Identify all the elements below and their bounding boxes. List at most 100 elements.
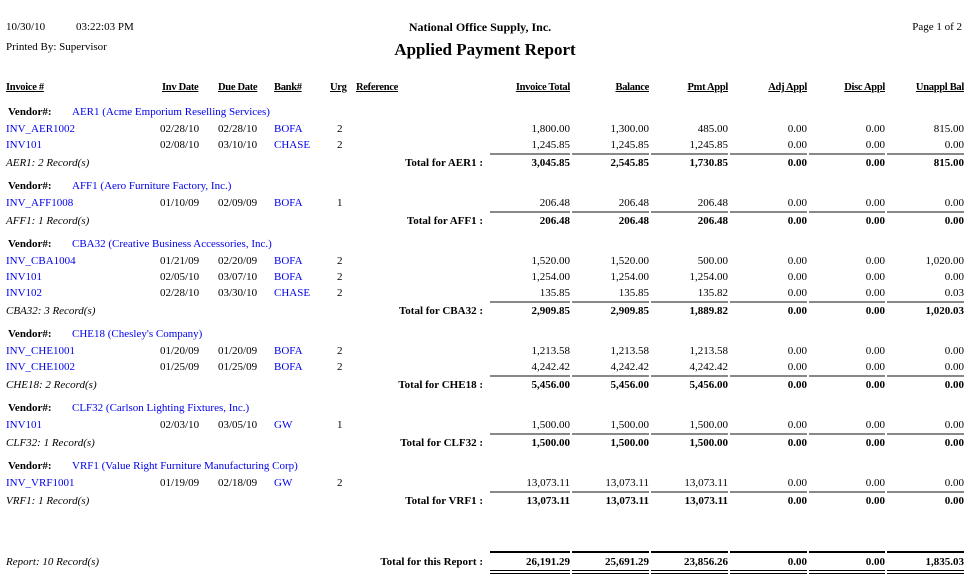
- print-date: 10/30/10: [6, 21, 46, 33]
- vendor-link[interactable]: AFF1 (Aero Furniture Factory, Inc.): [72, 180, 232, 192]
- amount-cell: 4,242.42: [610, 361, 650, 373]
- amount-cell: 1,500.00: [689, 419, 729, 431]
- invoice-link[interactable]: INV102: [6, 287, 43, 299]
- subtotal-rule: [490, 433, 570, 435]
- vendor-total-cell: 0.00: [944, 437, 964, 449]
- amount-cell: 1,245.85: [531, 139, 571, 151]
- vendor-total-label: Total for CBA32 :: [398, 305, 483, 317]
- invoice-link[interactable]: INV_AER1002: [6, 123, 76, 135]
- vendor-record-count: AER1: 2 Record(s): [6, 157, 90, 169]
- vendor-total-cell: 0.00: [865, 437, 885, 449]
- invoice-link[interactable]: INV_VRF1001: [6, 477, 75, 489]
- company-name: National Office Supply, Inc.: [408, 20, 552, 34]
- page-number: Page 1 of 2: [912, 21, 962, 33]
- amount-cell: 0.00: [944, 197, 964, 209]
- subtotal-rule: [887, 433, 964, 435]
- due-date: 01/20/09: [218, 345, 258, 357]
- report-total-cell: 1,835.03: [925, 556, 965, 568]
- vendor-total-cell: 2,909.85: [531, 305, 571, 317]
- amount-cell: 0.00: [865, 271, 885, 283]
- amount-cell: 1,520.00: [531, 255, 571, 267]
- subtotal-rule: [651, 375, 728, 377]
- bank-link[interactable]: BOFA: [274, 345, 303, 357]
- report-total-top-rule: [887, 551, 964, 553]
- invoice-link[interactable]: INV101: [6, 419, 43, 431]
- due-date: 03/05/10: [218, 419, 258, 431]
- printed-by: Printed By: Supervisor: [6, 41, 107, 53]
- amount-cell: 0.00: [865, 197, 885, 209]
- inv-date: 02/08/10: [160, 139, 200, 151]
- vendor-link[interactable]: VRF1 (Value Right Furniture Manufacturin…: [72, 460, 298, 472]
- vendor-total-cell: 0.00: [865, 157, 885, 169]
- report-total-double-rule: [651, 570, 728, 571]
- invoice-link[interactable]: INV_CBA1004: [6, 255, 76, 267]
- bank-link[interactable]: BOFA: [274, 255, 303, 267]
- amount-cell: 13,073.11: [526, 477, 570, 489]
- subtotal-rule: [572, 433, 649, 435]
- amount-cell: 0.00: [787, 197, 807, 209]
- vendor-total-cell: 0.00: [787, 215, 807, 227]
- vendor-record-count: AFF1: 1 Record(s): [6, 215, 90, 227]
- due-date: 02/18/09: [218, 477, 258, 489]
- amount-cell: 0.00: [865, 477, 885, 489]
- amount-cell: 0.00: [865, 345, 885, 357]
- amount-cell: 135.85: [618, 287, 649, 299]
- vendor-link[interactable]: CBA32 (Creative Business Accessories, In…: [72, 238, 272, 250]
- amount-cell: 135.85: [539, 287, 570, 299]
- invoice-link[interactable]: INV101: [6, 271, 43, 283]
- bank-link[interactable]: BOFA: [274, 361, 303, 373]
- report-total-cell: 0.00: [865, 556, 885, 568]
- subtotal-rule: [490, 491, 570, 493]
- bank-link[interactable]: BOFA: [274, 123, 303, 135]
- vendor-total-cell: 206.48: [539, 215, 570, 227]
- bank-link[interactable]: BOFA: [274, 271, 303, 283]
- bank-link[interactable]: CHASE: [274, 287, 311, 299]
- report-record-count: Report: 10 Record(s): [6, 556, 100, 568]
- bank-link[interactable]: GW: [274, 477, 293, 489]
- col-adj-appl: Adj Appl: [768, 82, 807, 93]
- subtotal-rule: [490, 375, 570, 377]
- subtotal-rule: [730, 301, 807, 303]
- inv-date: 01/19/09: [160, 477, 200, 489]
- subtotal-rule: [730, 433, 807, 435]
- amount-cell: 0.00: [787, 477, 807, 489]
- invoice-link[interactable]: INV_CHE1002: [6, 361, 76, 373]
- amount-cell: 1,213.58: [689, 345, 729, 357]
- amount-cell: 0.00: [944, 419, 964, 431]
- vendor-record-count: CLF32: 1 Record(s): [6, 437, 95, 449]
- vendor-label: Vendor#:: [8, 106, 52, 118]
- invoice-link[interactable]: INV_CHE1001: [6, 345, 76, 357]
- vendor-total-label: Total for CHE18 :: [398, 379, 483, 391]
- amount-cell: 206.48: [697, 197, 728, 209]
- vendor-total-cell: 1,500.00: [610, 437, 650, 449]
- bank-link[interactable]: BOFA: [274, 197, 303, 209]
- vendor-record-count: CHE18: 2 Record(s): [6, 379, 97, 391]
- urgency: 2: [337, 255, 343, 267]
- subtotal-rule: [651, 301, 728, 303]
- subtotal-rule: [887, 491, 964, 493]
- urgency: 2: [337, 287, 343, 299]
- amount-cell: 0.00: [787, 361, 807, 373]
- vendor-total-cell: 0.00: [865, 379, 885, 391]
- amount-cell: 13,073.11: [684, 477, 728, 489]
- vendor-total-cell: 206.48: [697, 215, 728, 227]
- subtotal-rule: [887, 211, 964, 213]
- amount-cell: 1,300.00: [610, 123, 650, 135]
- vendor-link[interactable]: AER1 (Acme Emporium Reselling Services): [72, 106, 270, 118]
- amount-cell: 4,242.42: [689, 361, 729, 373]
- bank-link[interactable]: GW: [274, 419, 293, 431]
- col-unappl-bal: Unappl Bal: [915, 82, 964, 93]
- invoice-link[interactable]: INV_AFF1008: [6, 197, 74, 209]
- subtotal-rule: [809, 491, 885, 493]
- bank-link[interactable]: CHASE: [274, 139, 311, 151]
- inv-date: 02/28/10: [160, 287, 200, 299]
- vendor-link[interactable]: CHE18 (Chesley's Company): [72, 328, 203, 340]
- report-total-top-rule: [809, 551, 885, 553]
- amount-cell: 0.00: [944, 361, 964, 373]
- amount-cell: 485.00: [697, 123, 728, 135]
- vendor-link[interactable]: CLF32 (Carlson Lighting Fixtures, Inc.): [72, 402, 250, 414]
- amount-cell: 1,254.00: [689, 271, 729, 283]
- subtotal-rule: [490, 301, 570, 303]
- col-invoice-total: Invoice Total: [515, 82, 570, 93]
- invoice-link[interactable]: INV101: [6, 139, 43, 151]
